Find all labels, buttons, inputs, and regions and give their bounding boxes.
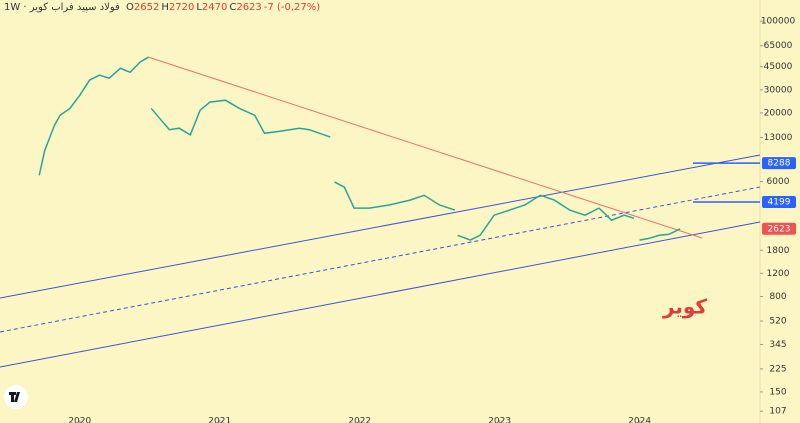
annotation: کویر	[662, 295, 707, 319]
ohlc-value: 2470	[201, 2, 228, 13]
ohlc-prefix: O	[126, 2, 134, 13]
ohlc-item: L2470	[196, 2, 227, 13]
y-tick-label: 107	[769, 407, 786, 417]
x-tick-label: 2021	[208, 417, 231, 423]
channel-mid	[0, 186, 761, 333]
x-tick-label: 2024	[628, 417, 651, 423]
y-tick-label: 800	[769, 292, 786, 302]
ohlc-item: C2623	[229, 2, 261, 13]
y-tick-label: 1800	[767, 246, 790, 256]
ohlc-value: 2623	[236, 2, 262, 13]
channel-bottom	[0, 221, 761, 368]
x-tick-label: 2022	[348, 417, 371, 423]
price-label: 8288	[768, 159, 791, 169]
price-label-box	[762, 222, 796, 235]
y-tick-label: 150	[769, 387, 786, 397]
change: -7 (-0,27%)	[263, 2, 321, 13]
channel-top	[0, 154, 761, 299]
y-tick-label: 65000	[764, 41, 793, 51]
price-label: 2623	[768, 224, 791, 234]
y-tick-label: 520	[769, 317, 786, 327]
y-tick-label: 30000	[764, 85, 793, 95]
trend-line	[147, 56, 703, 239]
price-label: 4199	[768, 197, 791, 207]
ohlc-prefix: H	[161, 2, 169, 13]
ohlc-prefix: L	[196, 2, 202, 13]
y-tick-label: 100000	[761, 17, 796, 27]
x-tick-label: 2023	[488, 417, 511, 423]
y-tick-label: 45000	[764, 62, 793, 72]
symbol-title: فولاد سپید فراب کویر · 1W	[4, 2, 120, 13]
ohlc-value: 2652	[133, 2, 160, 13]
price-line	[38, 56, 681, 241]
ohlc-item: H2720	[161, 2, 194, 13]
y-tick-label: 13000	[764, 133, 793, 143]
x-tick-label: 2020	[68, 417, 91, 423]
y-tick-label: 20000	[764, 108, 793, 118]
y-tick-label: 1200	[767, 269, 790, 279]
price-label-box	[762, 157, 796, 170]
tv-logo	[4, 385, 28, 409]
y-tick-label: 225	[769, 364, 786, 374]
y-tick-label: 6000	[767, 177, 790, 187]
ohlc-value: 2720	[168, 2, 195, 13]
header: فولاد سپید فراب کویر · 1W O2652 H2720 L247…	[4, 2, 323, 13]
y-tick-label: 345	[769, 340, 786, 350]
ohlc-prefix: C	[229, 2, 237, 13]
ohlc-item: O2652	[126, 2, 159, 13]
price-label-box	[762, 195, 796, 208]
